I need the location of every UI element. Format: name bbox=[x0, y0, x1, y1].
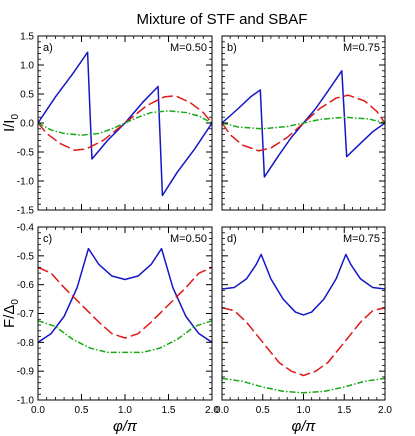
series-red-line bbox=[222, 94, 385, 152]
x-tick-label: 0.5 bbox=[75, 405, 89, 416]
series-red-line bbox=[38, 266, 212, 339]
panel-2: -1.0 -0.9 -0.8 -0.7 -0.6 -0.5 -0.4 0.0 0.5 1.0 1.5… bbox=[1, 223, 219, 436]
series-red-line bbox=[222, 307, 385, 377]
y-axis-title: I/I0 bbox=[1, 114, 21, 133]
y-tick-label: 0.5 bbox=[20, 90, 34, 101]
plot-frame bbox=[37, 226, 213, 401]
x-tick-label: 1.0 bbox=[118, 405, 132, 416]
series-green-line bbox=[38, 319, 212, 354]
plot-frame bbox=[221, 226, 386, 401]
y-tick-label: -0.7 bbox=[17, 309, 35, 320]
series-blue-line bbox=[38, 247, 212, 343]
annotation-label: M=0.75 bbox=[343, 42, 380, 54]
series-green-line bbox=[222, 116, 385, 130]
y-tick-label: -0.8 bbox=[17, 338, 35, 349]
series-blue-line bbox=[38, 51, 212, 197]
y-tick-label: -0.5 bbox=[17, 251, 35, 262]
panel-label: d) bbox=[227, 233, 237, 245]
x-axis-title: φ/π bbox=[291, 418, 316, 435]
x-tick-label: 2.0 bbox=[205, 405, 219, 416]
panel-3: 0.0 0.5 1.0 1.5 2.0 d) M=0.75 φ/π bbox=[215, 226, 392, 435]
y-tick-label: -0.9 bbox=[17, 367, 35, 378]
y-tick-label: -0.4 bbox=[17, 223, 35, 234]
x-tick-label: 1.0 bbox=[297, 405, 311, 416]
panel-0: -1.5 -1.0 -0.5 0.0 0.5 1.0 1.5 a) M=0.50 I/I0 bbox=[1, 32, 213, 217]
y-tick-label: 1.5 bbox=[20, 32, 34, 43]
y-axis-title: F/Δ0 bbox=[1, 299, 21, 328]
series-green-line bbox=[38, 110, 212, 136]
x-axis-title: φ/π bbox=[113, 418, 138, 435]
y-tick-label: -1.5 bbox=[17, 206, 35, 217]
x-tick-label: 1.5 bbox=[162, 405, 176, 416]
x-tick-label: 0.0 bbox=[215, 405, 229, 416]
y-tick-label: -0.5 bbox=[17, 148, 35, 159]
panel-1: b) M=0.75 bbox=[221, 35, 386, 211]
series-blue-line bbox=[222, 253, 385, 316]
y-tick-label: -1.0 bbox=[17, 177, 35, 188]
figure-title: Mixture of STF and SBAF bbox=[137, 11, 308, 28]
panel-label: b) bbox=[227, 42, 237, 54]
series-green-line bbox=[222, 377, 385, 394]
y-tick-label: 0.0 bbox=[20, 119, 34, 130]
annotation-label: M=0.50 bbox=[170, 233, 207, 245]
panel-label: c) bbox=[43, 233, 52, 245]
x-tick-label: 2.0 bbox=[378, 405, 392, 416]
y-tick-label: 1.0 bbox=[20, 61, 34, 72]
y-tick-label: -1.0 bbox=[17, 396, 35, 407]
panels-group: -1.5 -1.0 -0.5 0.0 0.5 1.0 1.5 a) M=0.50 I/I0 b) M=… bbox=[1, 32, 392, 436]
y-tick-label: -0.6 bbox=[17, 280, 35, 291]
x-tick-label: 0.5 bbox=[256, 405, 270, 416]
x-tick-label: 0.0 bbox=[31, 405, 45, 416]
x-tick-label: 1.5 bbox=[337, 405, 351, 416]
annotation-label: M=0.50 bbox=[170, 42, 207, 54]
annotation-label: M=0.75 bbox=[343, 233, 380, 245]
panel-label: a) bbox=[43, 42, 53, 54]
